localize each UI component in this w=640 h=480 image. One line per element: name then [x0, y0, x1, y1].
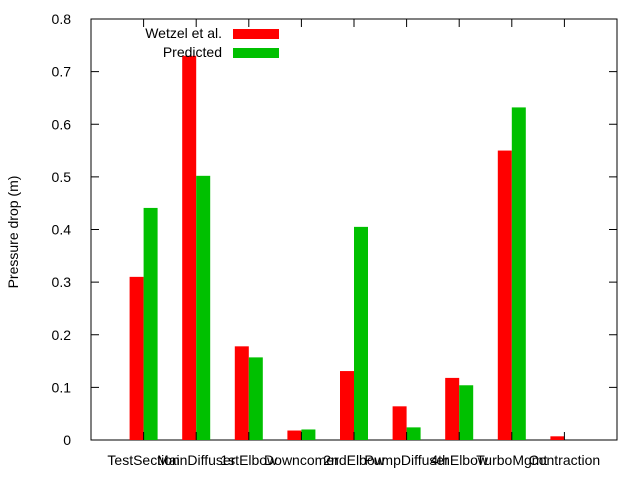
bar-predicted-testsection: [143, 207, 158, 440]
x-tick-label: 2ndElbow: [323, 452, 385, 468]
bar-wetzel-contraction: [550, 436, 565, 440]
x-tick-label: TurboMgmt: [476, 452, 547, 468]
bar-wetzel-1stelbow: [234, 346, 249, 440]
bar-predicted-2ndelbow: [354, 226, 368, 440]
y-tick-label: 0.6: [52, 116, 72, 132]
y-tick-label: 0.3: [52, 274, 72, 290]
legend-swatch: [233, 48, 279, 58]
y-tick-label: 0.4: [52, 222, 72, 238]
bar-predicted-4thelbow: [459, 385, 474, 440]
x-tick-label: MainDiffuser: [157, 452, 236, 468]
y-tick-label: 0.2: [52, 327, 72, 343]
y-axis: 0 0.1 0.2 0.3 0.4 0.5 0.6 0.7 0.8: [52, 11, 617, 448]
bars: [129, 55, 565, 441]
bar-predicted-1stelbow: [248, 357, 263, 440]
legend: Wetzel et al. Predicted: [145, 25, 279, 60]
bar-wetzel-4thelbow: [445, 377, 460, 440]
bar-predicted-maindiffuser: [196, 175, 211, 440]
legend-label: Wetzel et al.: [145, 25, 222, 41]
bar-predicted-downcomer: [301, 429, 316, 440]
x-tick-label: PumpDiffuser: [364, 452, 449, 468]
bar-wetzel-turbomgmt: [497, 150, 512, 440]
bar-wetzel-2ndelbow: [340, 371, 354, 440]
bar-wetzel-testsection: [129, 276, 144, 440]
bar-wetzel-maindiffuser: [182, 55, 197, 441]
x-tick-label: 1stElbow: [220, 452, 278, 468]
bar-wetzel-pumpdiffuser: [392, 406, 407, 440]
bar-wetzel-downcomer: [287, 430, 302, 440]
y-tick-label: 0.5: [52, 169, 72, 185]
bar-predicted-turbomgmt: [511, 107, 526, 440]
y-tick-label: 0.1: [52, 379, 72, 395]
x-tick-label: 4thElbow: [430, 452, 488, 468]
x-tick-label: Downcomer: [264, 452, 339, 468]
x-tick-label: Contraction: [529, 452, 601, 468]
legend-swatch: [233, 29, 279, 39]
y-tick-label: 0.7: [52, 64, 72, 80]
y-axis-label: Pressure drop (m): [5, 176, 21, 289]
x-tick-label: TestSection: [107, 452, 179, 468]
bar-predicted-pumpdiffuser: [406, 427, 421, 440]
y-tick-label: 0: [63, 432, 71, 448]
x-axis: TestSectionMainDiffuser1stElbowDowncomer…: [107, 19, 600, 468]
legend-label: Predicted: [163, 44, 222, 60]
y-tick-label: 0.8: [52, 11, 72, 27]
